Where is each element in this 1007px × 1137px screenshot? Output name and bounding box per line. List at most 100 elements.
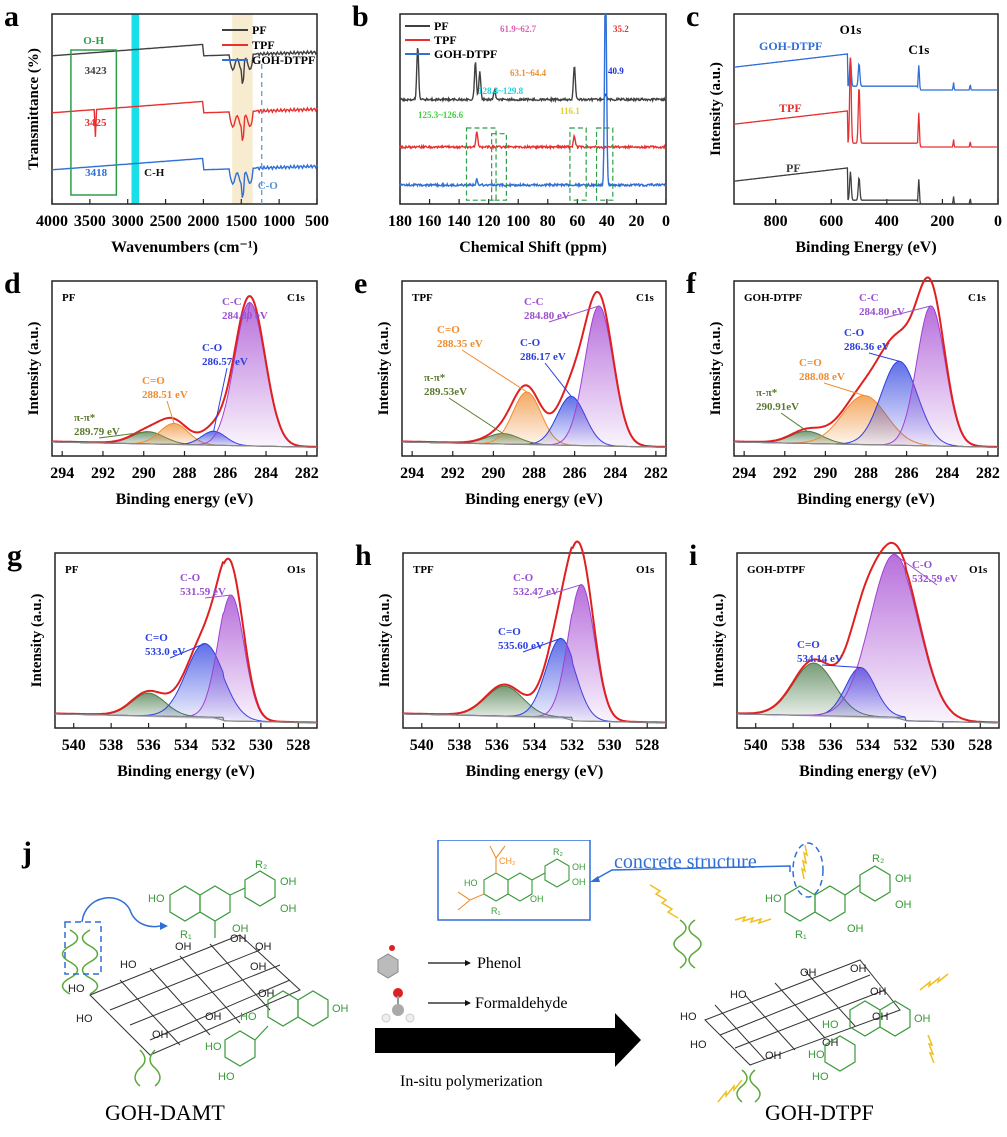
peak-name-label: C-O: [180, 572, 201, 584]
scheme-svg: j HO HO HO OH OH OH OH OH OH OH HO: [0, 840, 1007, 1132]
x-tick-label: 292: [773, 465, 797, 482]
x-tick-label: 288: [854, 465, 878, 482]
process-label: In-situ polymerization: [400, 1073, 543, 1090]
peak-name-label: C=O: [145, 632, 168, 644]
oh-label: OH: [332, 1003, 349, 1015]
oh-label: HO: [730, 989, 747, 1001]
x-tick-label: 0: [662, 213, 670, 230]
x-tick-label: 600: [819, 213, 843, 230]
peak-value-label: 532.47 eV: [513, 586, 559, 598]
y-axis-label: Intensity (a.u.): [708, 322, 724, 416]
x-tick-label: 532: [211, 737, 235, 754]
component-fill-C=O: [55, 644, 317, 723]
peak-name-label: C-C: [859, 292, 879, 304]
annotation-co: C-O: [258, 180, 279, 192]
x-tick-label: 528: [286, 737, 310, 754]
chart-panel-a: a4000 3500 3000 2500 2000 1500 1000 500Wavenumb…: [4, 0, 329, 256]
x-tick-label: 286: [213, 465, 237, 482]
panel-label-h: h: [355, 539, 372, 572]
x-tick-label: 294: [400, 465, 424, 482]
x-axis-label: Binding Energy (eV): [795, 239, 936, 256]
x-tick-label: 532: [893, 737, 917, 754]
y-axis-label: Intensity (a.u.): [377, 594, 393, 688]
x-axis-label: Binding energy (eV): [797, 491, 935, 508]
x-tick-label: 536: [137, 737, 161, 754]
scheme-panel-j: j HO HO HO OH OH OH OH OH OH OH HO: [0, 840, 1007, 1132]
x-tick-label: 530: [931, 737, 955, 754]
x-tick-label: 284: [254, 465, 278, 482]
series-line-tpf: [734, 58, 998, 147]
x-tick-label: 532: [560, 737, 584, 754]
oh-label: OH: [175, 941, 192, 953]
oh-label: HO: [205, 1041, 222, 1053]
x-tick-label: 284: [935, 465, 959, 482]
x-tick-label: 294: [732, 465, 756, 482]
dashed-peak-box: [597, 128, 613, 200]
x-tick-label: 286: [895, 465, 919, 482]
x-tick-label: 528: [968, 737, 992, 754]
x-tick-label: 534: [174, 737, 198, 754]
oh-label: HO: [808, 1049, 825, 1061]
x-tick-label: 538: [781, 737, 805, 754]
oh-label: HO: [68, 983, 85, 995]
annotation-oh: O-H: [83, 35, 104, 47]
sample-label: TPF: [413, 564, 434, 576]
peak-name-label: C-C: [222, 296, 242, 308]
x-tick-label: 292: [91, 465, 115, 482]
x-tick-label: 530: [598, 737, 622, 754]
peak-pointer: [449, 398, 503, 434]
panel-label-j: j: [21, 840, 32, 869]
oh-label: OH: [232, 923, 249, 935]
tannin-structure-bottom-left: [225, 991, 328, 1066]
oh-label: OH: [280, 903, 297, 915]
y-axis-label: Intensity (a.u.): [376, 322, 392, 416]
x-tick-label: 538: [447, 737, 471, 754]
x-tick-label: 80: [540, 213, 556, 230]
shaded-region: [132, 14, 140, 204]
series-label: GOH-DTPF: [759, 39, 822, 53]
arrow-head: [465, 1000, 471, 1006]
annotation-ch: C-H: [144, 167, 165, 179]
peak-pointer: [822, 665, 861, 667]
panel-label-f: f: [686, 267, 697, 300]
x-tick-label: 530: [249, 737, 273, 754]
x-tick-label: 20: [628, 213, 644, 230]
hydroxyl-labels-left: HO HO HO OH OH OH OH OH OH OH: [68, 933, 275, 1041]
annotation-shift: 63.1~64.4: [510, 68, 547, 78]
peak-value-label: 286.57 eV: [202, 356, 248, 368]
x-tick-label: 400: [875, 213, 899, 230]
region-label: O1s: [287, 564, 306, 576]
oh-label: HO: [680, 1011, 697, 1023]
oh-label: OH: [152, 1029, 169, 1041]
oh-label: OH: [914, 1013, 931, 1025]
x-tick-label: 540: [410, 737, 434, 754]
r2-label: R₂: [872, 853, 884, 865]
x-tick-label: 200: [930, 213, 954, 230]
peak-value-label: 288.51 eV: [142, 389, 188, 401]
chart-panel-b: b180 160 140 120 100 80 60 40 20 0Chemical Shift …: [352, 0, 670, 256]
peak-value-label: 535.60 eV: [498, 640, 544, 652]
x-tick-label: 140: [447, 213, 471, 230]
peak-value-label: 284.80 eV: [524, 310, 570, 322]
annotation-c1s: C1s: [908, 42, 929, 57]
oh-label: HO: [690, 1039, 707, 1051]
oh-label: OH: [847, 923, 864, 935]
peak-name-label: C-C: [524, 296, 544, 308]
peak-name-label: C-O: [844, 327, 865, 339]
dashed-peak-box: [492, 134, 507, 201]
peak-pointer: [545, 363, 571, 396]
x-axis-label: Binding energy (eV): [466, 763, 604, 780]
oh-label: HO: [822, 1019, 839, 1031]
oh-label: OH: [280, 876, 297, 888]
legend-label: PF: [252, 23, 267, 37]
reaction-arrow: [375, 1013, 641, 1067]
peak-value-label: 288.08 eV: [799, 371, 845, 383]
y-axis-label: Intensity (a.u.): [29, 594, 45, 688]
x-tick-label: 3500: [74, 213, 106, 230]
legend-label: TPF: [434, 33, 457, 47]
chart-panel-e: e294 292 290 288 286 284 282Binding energy (eV…: [354, 267, 668, 508]
peak-pointer: [781, 413, 807, 431]
peak-name-label: C-O: [202, 342, 223, 354]
oh-label: OH: [205, 1011, 222, 1023]
peak-value-label: 288.35 eV: [437, 338, 483, 350]
